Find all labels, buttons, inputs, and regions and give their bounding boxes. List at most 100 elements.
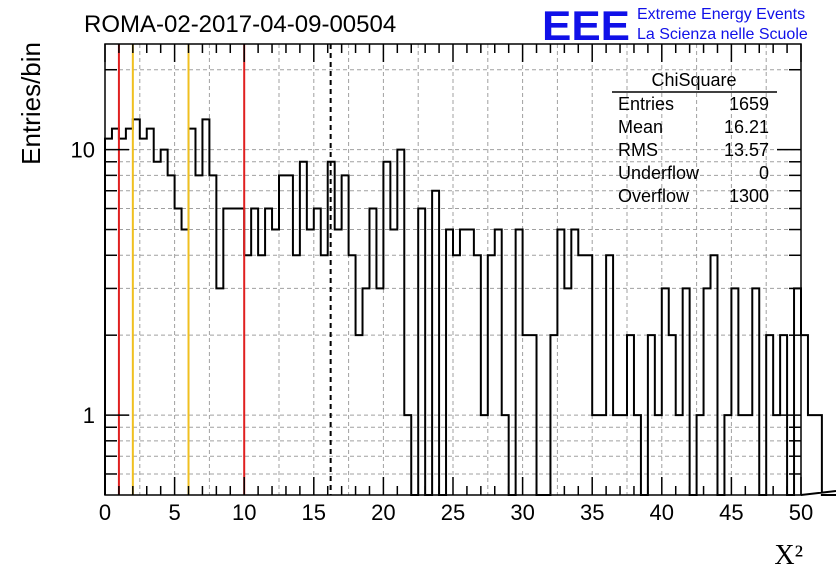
stats-box: ChiSquare Entries 1659 Mean 16.21 RMS 13… <box>612 70 777 206</box>
histogram-bin <box>599 415 606 495</box>
x-tick-label: 5 <box>168 500 180 525</box>
histogram-bin <box>293 255 300 495</box>
histogram-bin <box>648 335 655 495</box>
histogram-bin <box>265 209 272 495</box>
histogram-bin <box>585 255 592 495</box>
histogram-bin <box>404 415 411 495</box>
histogram-bin <box>356 335 363 495</box>
histogram-bin <box>683 288 690 495</box>
histogram-bin <box>731 288 738 495</box>
stats-title: ChiSquare <box>651 70 736 90</box>
histogram-bin <box>620 415 627 495</box>
histogram-bin <box>223 209 230 495</box>
histogram-bin <box>773 415 780 495</box>
histogram-bin <box>557 230 564 495</box>
histogram-bin <box>237 209 244 495</box>
histogram-bin <box>258 255 265 495</box>
histogram-bin <box>133 119 140 495</box>
histogram-bin <box>432 191 439 495</box>
histogram-bin <box>467 230 474 495</box>
histogram-bin <box>613 415 620 495</box>
stats-value-overflow: 1300 <box>729 186 769 206</box>
histogram-bars <box>104 118 836 496</box>
x-tick-label: 35 <box>580 500 604 525</box>
histogram-bin <box>168 175 175 495</box>
stats-value-rms: 13.57 <box>724 140 769 160</box>
histogram-bin <box>516 230 523 495</box>
histogram-bin <box>724 415 731 495</box>
histogram-bin <box>564 288 571 495</box>
histogram-bin <box>390 230 397 495</box>
histogram-bin <box>571 230 578 495</box>
stats-label-overflow: Overflow <box>618 186 690 206</box>
histogram-bin <box>578 255 585 495</box>
x-tick-label: 10 <box>232 500 256 525</box>
histogram-bin <box>300 162 307 495</box>
histogram-bin <box>244 255 251 495</box>
histogram-bin <box>126 129 133 495</box>
stats-label-underflow: Underflow <box>618 163 700 183</box>
histogram-bin <box>530 335 537 495</box>
stats-label-rms: RMS <box>618 140 658 160</box>
chart-title: ROMA-02-2017-04-09-00504 <box>84 11 396 38</box>
histogram-bin <box>182 230 189 495</box>
histogram-bin <box>766 335 773 495</box>
histogram-bin <box>154 162 161 495</box>
histogram-bin <box>314 209 321 495</box>
x-tick-label: 15 <box>302 500 326 525</box>
histogram-bin <box>634 415 641 495</box>
x-axis-label: X² <box>774 540 803 571</box>
histogram-bin <box>474 255 481 495</box>
histogram-bin <box>523 335 530 495</box>
histogram-bin <box>738 415 745 495</box>
histogram-bin <box>655 415 662 495</box>
histogram-bin <box>502 415 509 495</box>
histogram-bin <box>335 230 342 495</box>
eee-logo-line1: Extreme Energy Events <box>637 6 805 23</box>
histogram-bin <box>363 288 370 495</box>
histogram-bin <box>606 255 613 495</box>
histogram-bin <box>627 335 634 495</box>
histogram-bin <box>397 150 404 495</box>
histogram-bin <box>383 162 390 495</box>
histogram-bin <box>801 335 808 495</box>
histogram-bin <box>669 335 676 495</box>
histogram-bin <box>460 230 467 495</box>
histogram-bin <box>230 209 237 495</box>
x-tick-label: 20 <box>371 500 395 525</box>
histogram-bin <box>495 230 502 495</box>
histogram-bin <box>697 415 704 495</box>
histogram-bin <box>342 175 349 495</box>
histogram-bin <box>216 288 223 495</box>
eee-logo-line2: La Scienza nelle Scuole <box>637 26 808 43</box>
histogram-bin <box>592 415 599 495</box>
histogram-bin <box>453 255 460 495</box>
x-tick-label: 30 <box>510 500 534 525</box>
histogram-bin <box>376 288 383 495</box>
histogram-bin <box>349 255 356 495</box>
histogram-bin <box>112 129 119 495</box>
histogram-bin <box>328 162 335 495</box>
x-tick-label: 50 <box>789 500 813 525</box>
histogram-bin <box>550 335 557 495</box>
x-tick-label: 25 <box>441 500 465 525</box>
histogram-bin <box>251 209 258 495</box>
histogram-outline <box>104 118 836 496</box>
histogram-bin <box>321 255 328 495</box>
histogram-bin <box>662 288 669 495</box>
histogram-bin <box>272 230 279 495</box>
histogram-bin <box>704 288 711 495</box>
histogram-bin <box>202 119 209 495</box>
histogram-bin <box>815 415 822 495</box>
histogram-bin <box>711 255 718 495</box>
histogram-bin <box>195 175 202 495</box>
histogram-bin <box>418 209 425 495</box>
histogram-bin <box>147 129 154 495</box>
x-tick-label: 45 <box>719 500 743 525</box>
histogram-bin <box>488 255 495 495</box>
eee-logo: EEE Extreme Energy Events La Scienza nel… <box>542 2 808 49</box>
histogram-bin <box>446 230 453 495</box>
x-tick-label: 40 <box>650 500 674 525</box>
threshold-lines <box>117 44 332 495</box>
